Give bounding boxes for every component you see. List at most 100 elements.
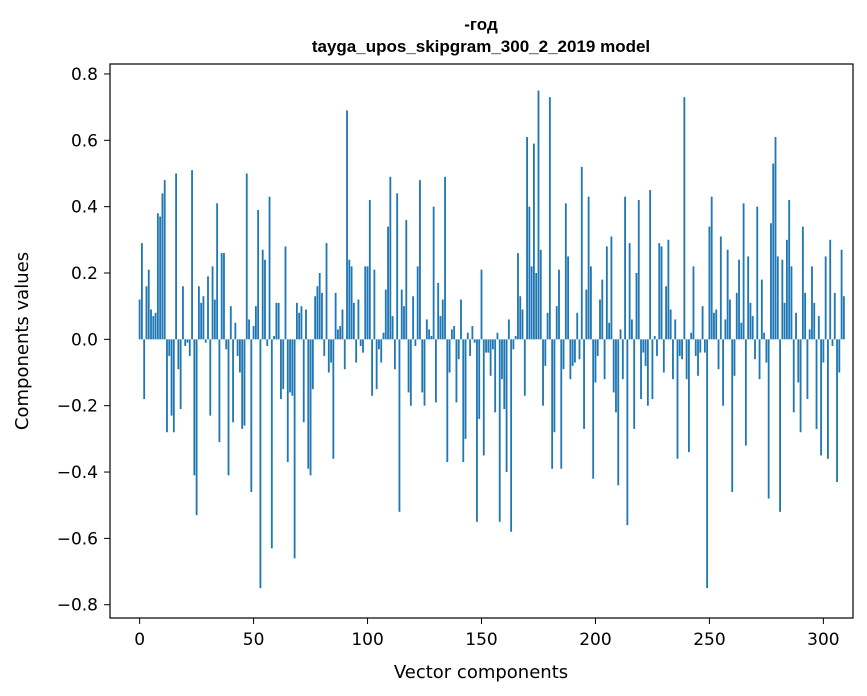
- bar-component-299: [820, 339, 822, 456]
- bar-component-78: [316, 286, 319, 340]
- bar-component-305: [833, 292, 836, 340]
- bar-component-160: [503, 339, 506, 409]
- bar-component-147: [473, 339, 476, 343]
- bar-component-2: [143, 339, 146, 400]
- bar-component-106: [380, 339, 383, 363]
- bar-component-42: [234, 322, 237, 340]
- bar-component-158: [498, 339, 501, 522]
- bar-component-201: [596, 339, 599, 356]
- bar-component-94: [352, 302, 355, 340]
- bar-component-95: [355, 339, 358, 363]
- bar-component-121: [414, 339, 417, 346]
- bar-component-172: [530, 266, 533, 340]
- x-axis-ticks: 0 50 100 150 200 250 300: [134, 618, 840, 650]
- bar-component-200: [594, 339, 597, 383]
- bar-component-259: [729, 299, 731, 340]
- bar-component-289: [797, 339, 800, 383]
- bar-component-25: [195, 339, 198, 516]
- x-tick-label: 300: [807, 630, 839, 650]
- bar-component-144: [466, 332, 469, 340]
- bar-component-295: [811, 266, 813, 340]
- bar-component-184: [558, 269, 560, 340]
- bar-component-210: [617, 339, 620, 486]
- bar-component-83: [327, 339, 330, 373]
- bar-component-253: [715, 309, 718, 340]
- bar-component-45: [241, 339, 244, 429]
- bar-component-245: [697, 339, 699, 376]
- bar-component-115: [400, 289, 403, 340]
- bar-component-148: [476, 339, 478, 522]
- bar-component-51: [254, 306, 257, 340]
- bar-component-143: [464, 339, 467, 439]
- bar-component-41: [232, 339, 234, 423]
- bar-component-21: [186, 339, 189, 343]
- bar-component-80: [321, 292, 323, 340]
- bar-component-252: [713, 312, 715, 340]
- bar-component-1: [141, 243, 143, 340]
- bar-component-189: [569, 339, 572, 380]
- bar-component-182: [553, 339, 556, 433]
- x-tick-label: 100: [351, 630, 383, 650]
- chart-title-line1: -год: [464, 15, 498, 34]
- bar-component-75: [309, 339, 312, 476]
- y-tick-label: 0.2: [71, 264, 98, 284]
- bar-component-3: [145, 286, 148, 340]
- chart-title-line2: tayga_upos_skipgram_300_2_2019 model: [312, 37, 650, 56]
- bar-component-186: [562, 339, 565, 370]
- bar-component-103: [373, 269, 376, 340]
- bar-component-156: [494, 339, 497, 413]
- bar-component-133: [441, 299, 444, 340]
- bar-component-290: [799, 339, 802, 433]
- bar-component-48: [248, 319, 250, 340]
- bar-component-23: [191, 170, 193, 340]
- bar-component-283: [783, 302, 786, 340]
- bar-component-257: [724, 319, 727, 340]
- y-tick-label: 0.6: [71, 131, 98, 151]
- bar-component-209: [615, 339, 617, 413]
- bar-component-219: [637, 200, 640, 340]
- bar-component-292: [804, 292, 807, 340]
- bar-component-91: [346, 110, 348, 340]
- bar-component-29: [204, 339, 207, 343]
- bar-component-157: [496, 332, 499, 340]
- bar-component-82: [325, 243, 328, 340]
- bar-component-114: [398, 339, 401, 512]
- bar-component-128: [430, 336, 433, 340]
- bar-component-303: [829, 239, 832, 340]
- bar-component-50: [252, 326, 255, 340]
- bar-component-24: [193, 339, 196, 476]
- y-tick-label: 0.8: [71, 65, 98, 85]
- bar-component-194: [580, 166, 583, 340]
- bar-component-165: [514, 336, 517, 340]
- bar-component-280: [776, 256, 779, 340]
- bar-component-27: [200, 302, 203, 340]
- bar-component-286: [790, 266, 793, 340]
- bar-component-272: [758, 339, 761, 380]
- bar-component-68: [293, 339, 296, 559]
- bar-component-108: [384, 289, 387, 340]
- bar-component-287: [792, 339, 795, 413]
- bar-component-57: [268, 196, 271, 340]
- bar-component-28: [202, 296, 205, 340]
- bar-component-226: [653, 336, 656, 340]
- bar-component-31: [209, 339, 212, 416]
- bar-component-225: [651, 339, 654, 400]
- bar-component-63: [282, 339, 285, 390]
- bar-component-150: [480, 269, 483, 340]
- bar-component-127: [428, 329, 430, 340]
- bar-component-241: [687, 339, 690, 453]
- bar-component-43: [236, 339, 239, 356]
- bar-component-38: [225, 339, 228, 350]
- bar-component-88: [339, 326, 342, 340]
- bar-component-265: [742, 203, 745, 340]
- bar-component-266: [744, 339, 747, 446]
- bar-component-202: [599, 299, 601, 340]
- bar-component-71: [300, 306, 303, 340]
- y-tick-label: 0.4: [71, 198, 98, 218]
- bar-component-49: [250, 339, 253, 492]
- bar-component-37: [223, 253, 225, 340]
- bar-component-161: [505, 339, 508, 473]
- y-tick-label: −0.6: [57, 529, 98, 549]
- bar-component-67: [291, 339, 294, 396]
- bar-component-296: [813, 302, 816, 340]
